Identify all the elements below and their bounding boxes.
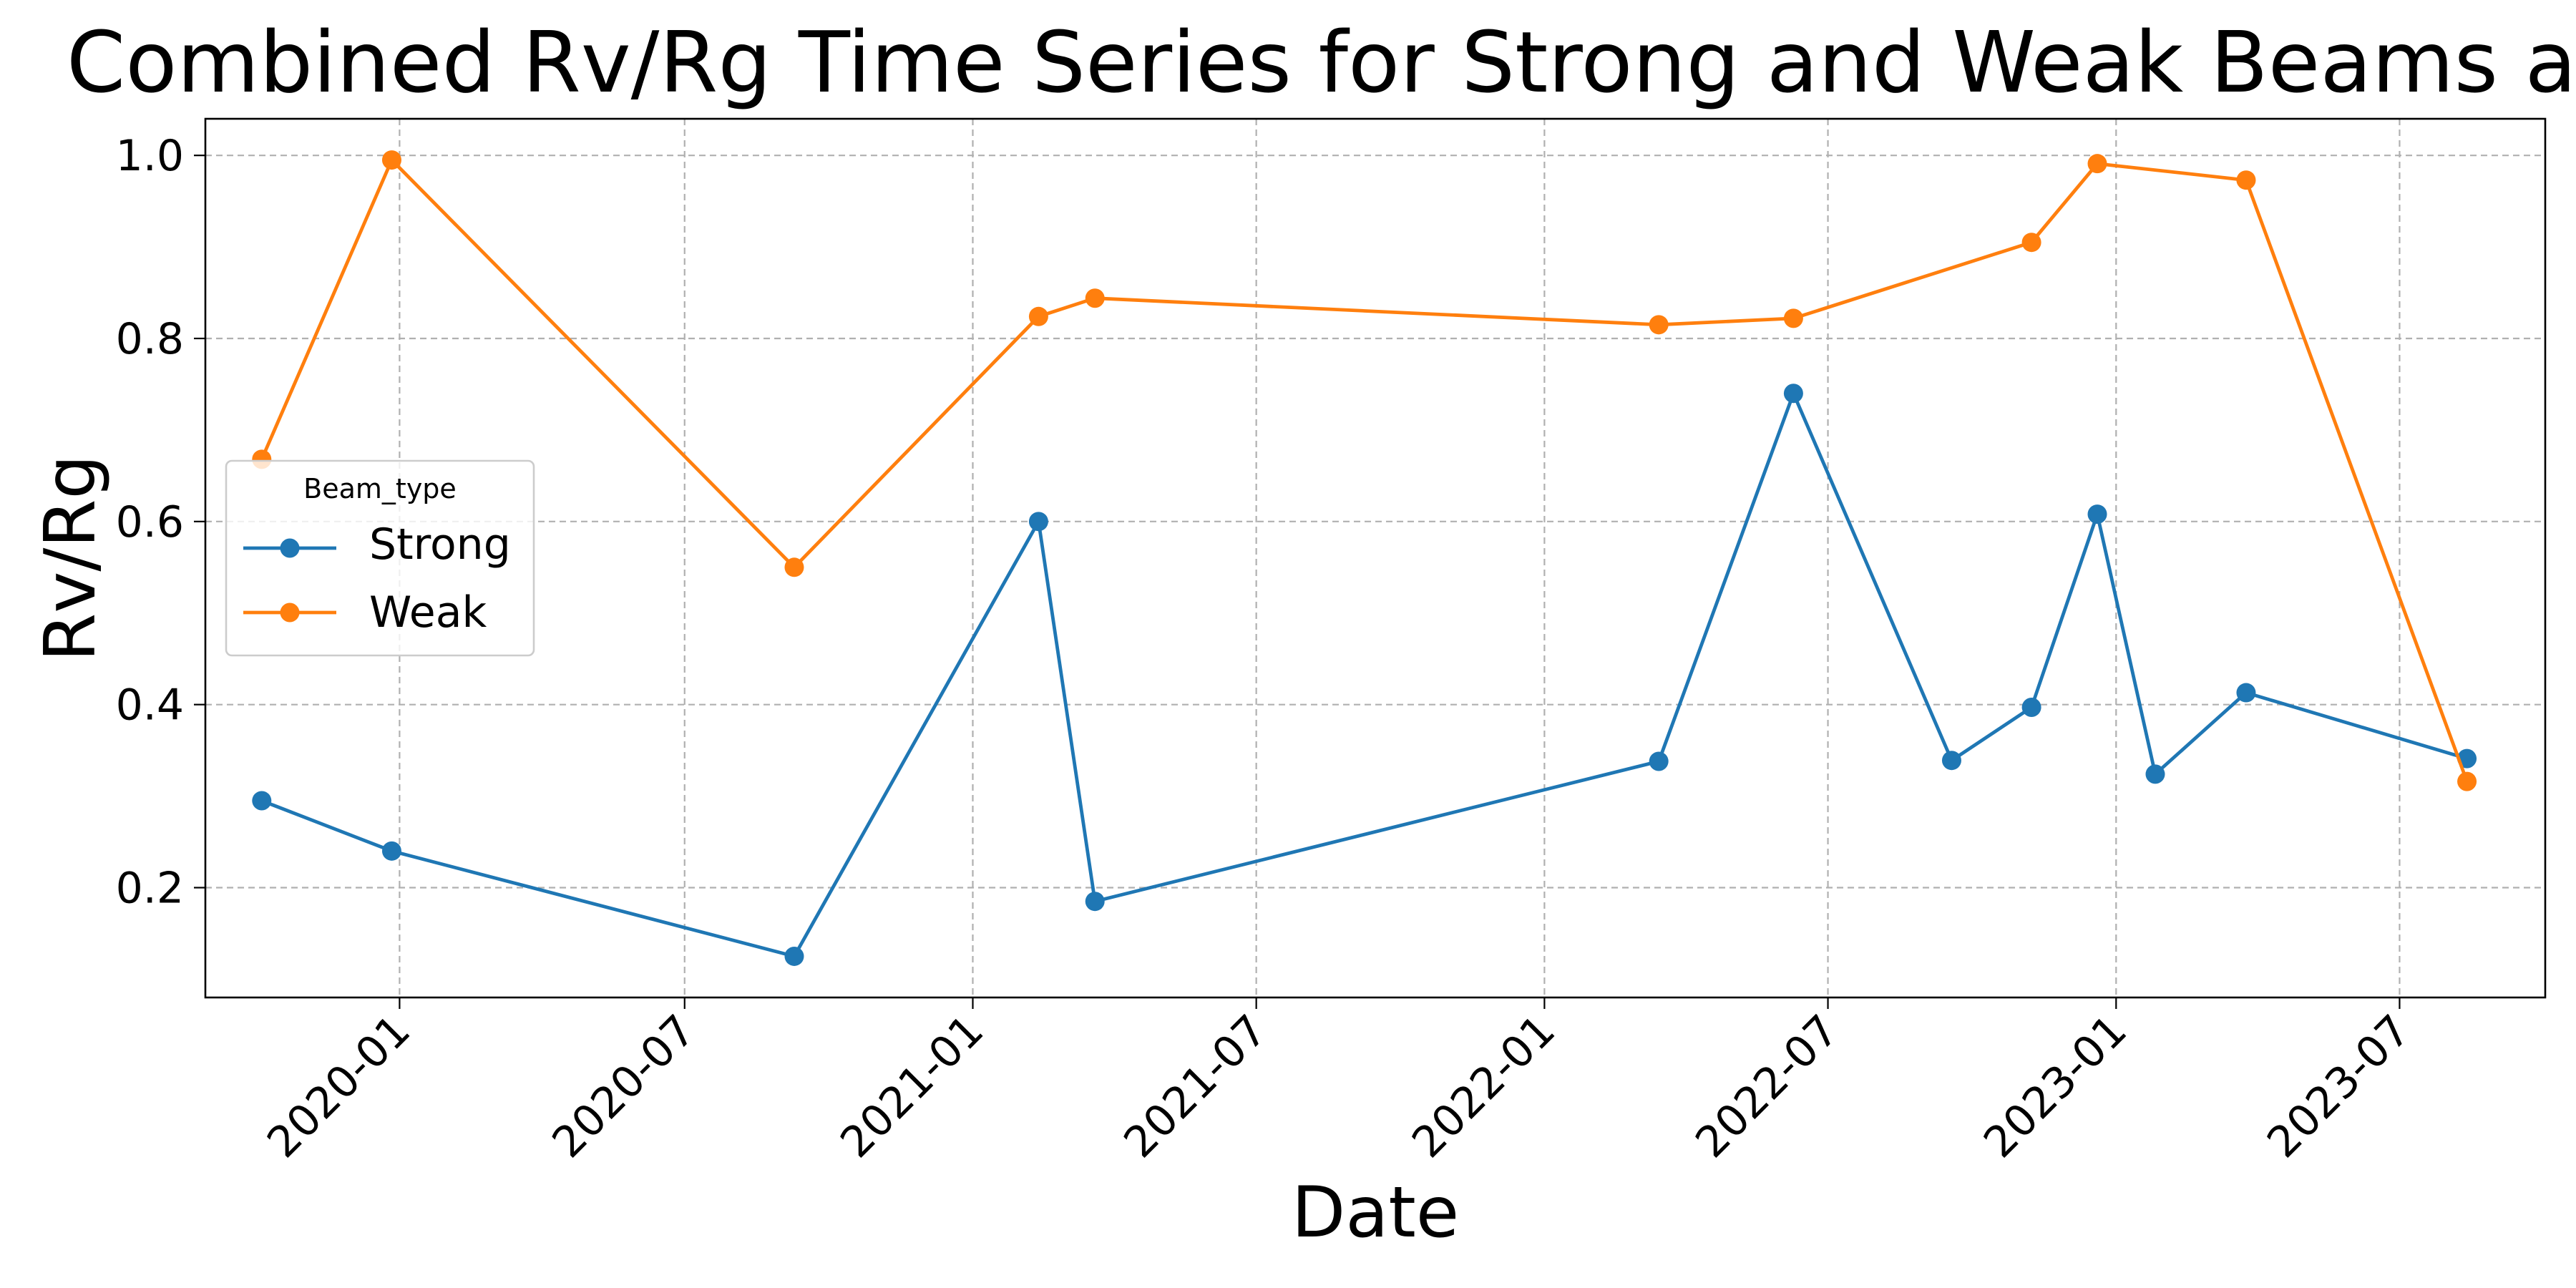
data-point-weak	[784, 557, 804, 577]
data-point-weak	[1085, 288, 1105, 308]
data-point-weak	[1783, 308, 1803, 328]
data-point-strong	[252, 791, 272, 811]
data-point-weak	[381, 150, 401, 170]
y-axis-label: Rv/Rg	[30, 454, 112, 661]
y-tick-label: 0.8	[116, 314, 184, 364]
data-point-weak	[2087, 154, 2107, 174]
data-point-strong	[1783, 384, 1803, 404]
data-point-strong	[1941, 751, 1961, 771]
data-point-weak	[2236, 170, 2256, 190]
data-point-strong	[1649, 751, 1669, 771]
data-point-strong	[1085, 892, 1105, 912]
legend-label-weak: Weak	[369, 587, 487, 638]
legend-marker-weak	[280, 602, 300, 623]
y-tick-label: 0.2	[116, 864, 184, 914]
x-axis-label: Date	[1292, 1172, 1459, 1254]
legend: Beam_type Strong Weak	[225, 459, 535, 657]
y-tick-label: 0.4	[116, 680, 184, 731]
data-point-strong	[381, 841, 401, 861]
legend-label-strong: Strong	[369, 519, 511, 570]
legend-marker-strong	[280, 538, 300, 558]
series-strong	[252, 384, 2477, 966]
data-point-strong	[2145, 764, 2165, 784]
chart-title: Combined Rv/Rg Time Series for Strong an…	[67, 13, 2576, 112]
data-point-strong	[2236, 683, 2256, 703]
series-weak	[252, 150, 2477, 791]
legend-title: Beam_type	[303, 473, 457, 504]
data-point-weak	[2021, 233, 2041, 253]
series-layer	[252, 150, 2477, 966]
data-point-weak	[1649, 315, 1669, 335]
plot-area-frame	[204, 117, 2547, 999]
y-axis: 0.2 0.4 0.6 0.8 1.0	[116, 131, 205, 914]
data-point-strong	[2021, 698, 2041, 718]
data-point-strong	[1028, 512, 1048, 532]
y-tick-label: 1.0	[116, 131, 184, 181]
data-point-weak	[1028, 306, 1048, 326]
legend-frame	[225, 459, 535, 657]
data-point-strong	[2087, 504, 2107, 525]
data-point-strong	[784, 946, 804, 966]
data-point-weak	[2457, 771, 2477, 791]
y-tick-label: 0.6	[116, 497, 184, 547]
